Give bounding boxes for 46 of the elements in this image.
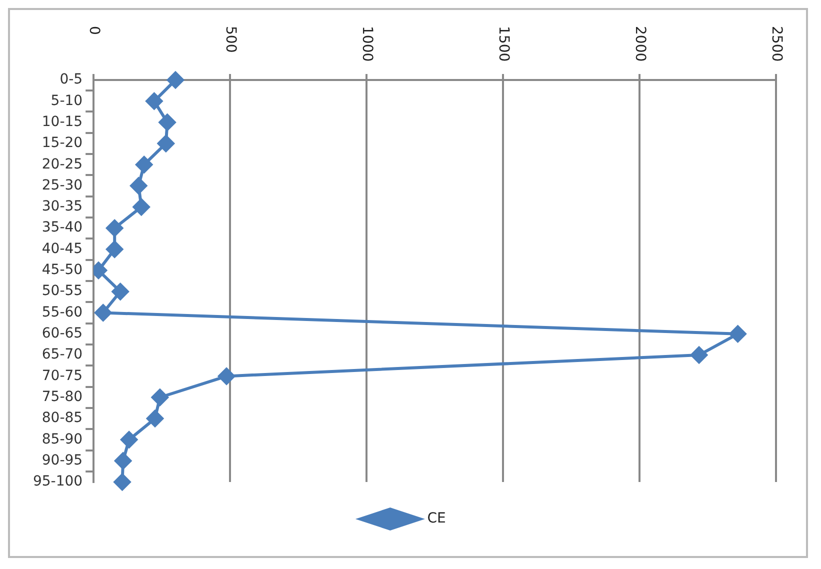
y-tick-label: 65-70	[42, 346, 83, 363]
y-tick-label: 30-35	[42, 198, 83, 215]
y-tick-label: 75-80	[42, 389, 83, 406]
x-tick-label: 1500	[495, 26, 512, 62]
point	[218, 368, 236, 385]
point	[146, 92, 163, 110]
point	[94, 304, 112, 322]
point	[132, 198, 150, 216]
y-tick-label: 55-60	[42, 304, 83, 320]
y-tick-label: 95-100	[32, 474, 83, 490]
point	[729, 325, 746, 342]
y-tick-label: 80-85	[42, 410, 83, 426]
point	[114, 452, 132, 470]
point	[130, 177, 148, 194]
y-tick-label: 15-20	[42, 135, 83, 152]
x-tick-label: 500	[222, 26, 238, 53]
point	[106, 240, 124, 258]
y-tick-label: 45-50	[42, 262, 83, 278]
y-tick-label: 25-30	[42, 177, 83, 194]
point	[106, 220, 124, 237]
y-tick-label: 85-90	[42, 431, 83, 448]
point	[120, 431, 138, 448]
point	[158, 114, 176, 131]
y-tick-label: 35-40	[42, 220, 83, 236]
point	[157, 134, 174, 152]
x-tick-label: 2500	[768, 26, 784, 62]
point	[146, 410, 164, 428]
point	[690, 346, 708, 364]
point	[166, 72, 184, 88]
point	[136, 156, 153, 174]
point	[114, 474, 131, 490]
x-tick-label: 1000	[358, 26, 375, 62]
point	[151, 388, 168, 406]
y-tick-label: 90-95	[42, 452, 83, 468]
legend-label: CE	[427, 510, 446, 527]
x-tick-label: 0	[86, 26, 102, 35]
point	[112, 283, 129, 300]
y-tick-label: 40-45	[42, 240, 83, 257]
y-tick-label: 10-15	[42, 114, 83, 130]
x-tick-label: 2000	[632, 26, 648, 62]
y-tick-label: 20-25	[42, 156, 83, 172]
y-tick-label: 0-5	[60, 72, 83, 88]
y-tick-label: 70-75	[42, 368, 83, 384]
y-tick-label: 60-65	[42, 326, 83, 342]
y-tick-label: 50-55	[42, 283, 83, 300]
y-tick-label: 5-10	[50, 92, 83, 109]
